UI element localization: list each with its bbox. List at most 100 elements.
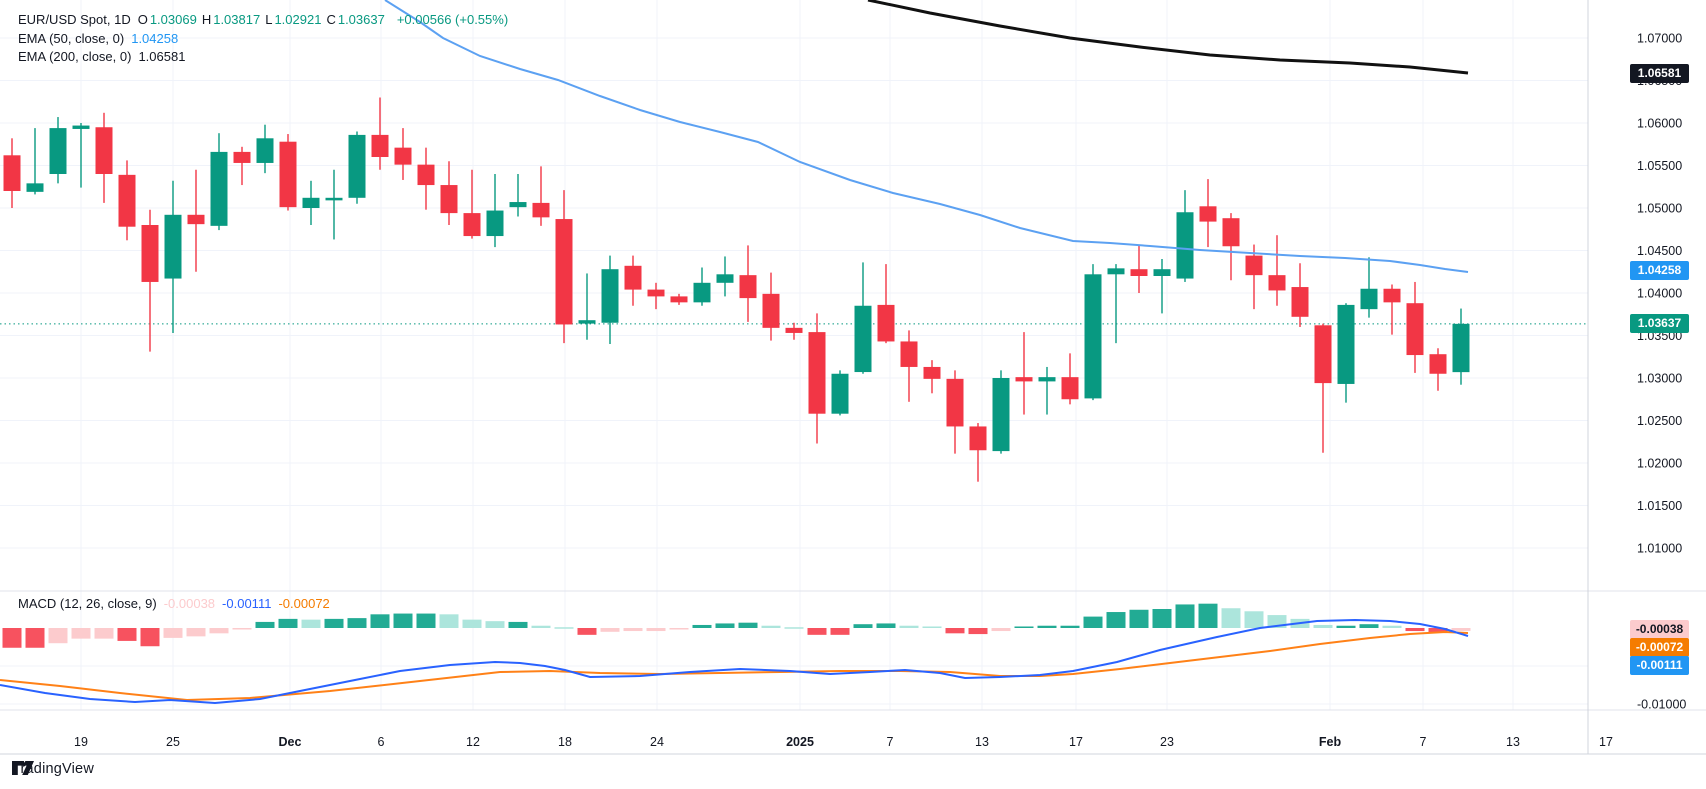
candle-body (233, 151, 251, 163)
candle-body (1015, 377, 1033, 382)
time-tick-label: 17 (1599, 735, 1613, 749)
candle-body (1176, 212, 1194, 279)
time-tick-label: Dec (279, 735, 302, 749)
macd-histogram-bar (324, 618, 344, 628)
macd-hist-value: -0.00038 (163, 596, 216, 611)
ema200-price-badge: 1.06581 (1630, 64, 1689, 83)
price-tick-label: 1.04000 (1637, 287, 1682, 301)
price-tick-label: 1.07000 (1637, 32, 1682, 46)
time-tick-label: Feb (1319, 735, 1342, 749)
ema200-value: 1.06581 (138, 49, 186, 64)
candle-body (785, 327, 803, 333)
candle-body (1245, 255, 1263, 276)
ema50-legend-row[interactable]: EMA (50, close, 0) 1.04258 (18, 31, 178, 46)
macd-signal-value: -0.00072 (278, 596, 330, 611)
macd-tick-label: -0.01000 (1637, 698, 1686, 712)
ema200-legend-row[interactable]: EMA (200, close, 0) 1.06581 (18, 49, 185, 64)
macd-histogram-bar (94, 628, 114, 639)
macd-histogram-bar (117, 628, 137, 641)
macd-histogram-bar (600, 628, 620, 632)
time-axis[interactable]: 19 25 Dec 6 12 18 24 2025 7 13 17 23 Feb 7 13 17 (74, 735, 1613, 749)
macd-signal-badge: -0.00072 (1630, 638, 1689, 657)
candle-body (72, 125, 90, 129)
macd-histogram-bar (830, 628, 850, 635)
time-tick-label: 6 (378, 735, 385, 749)
time-tick-label: 7 (1420, 735, 1427, 749)
candle-body (969, 426, 987, 451)
candle-body (1452, 323, 1470, 373)
candle-body (463, 213, 481, 237)
macd-legend-row[interactable]: MACD (12, 26, close, 9) -0.00038 -0.0011… (18, 596, 330, 611)
macd-histogram-bar (646, 628, 666, 632)
time-tick-label: 7 (887, 735, 894, 749)
time-tick-label: 17 (1069, 735, 1083, 749)
candle-body (808, 332, 826, 414)
ohlc-h: H 1.03817 (201, 12, 261, 27)
candle-body (601, 269, 619, 323)
macd-histogram-bar (968, 628, 988, 635)
macd-histogram-bar (715, 623, 735, 628)
macd-histogram-bar (991, 628, 1011, 632)
candle-body (187, 214, 205, 225)
time-tick-label: 23 (1160, 735, 1174, 749)
tradingview-attribution[interactable]: TradingView (12, 761, 94, 777)
grid (0, 0, 1588, 710)
macd-histogram-bar (761, 625, 781, 628)
macd-histogram-bar (140, 628, 160, 647)
candle-body (256, 138, 274, 163)
macd-histogram-bar (232, 628, 252, 630)
candle-body (647, 289, 665, 297)
price-axis[interactable]: 1.070001.065001.060001.055001.050001.045… (1637, 32, 1686, 712)
candle-body (1314, 325, 1332, 384)
candle-body (509, 202, 527, 208)
ema50-price-badge: 1.04258 (1630, 261, 1689, 280)
macd-histogram-bar (301, 619, 321, 628)
candle-body (325, 197, 343, 201)
ohlc-c: C 1.03637 (326, 12, 385, 27)
macd-histogram-bar (1336, 625, 1356, 628)
candle-body (1153, 269, 1171, 276)
price-tick-label: 1.03000 (1637, 372, 1682, 386)
candle-body (1268, 275, 1286, 291)
candle-body (1038, 377, 1056, 382)
macd-histogram-badge: -0.00038 (1630, 620, 1689, 639)
macd-histogram-bar (1221, 608, 1241, 628)
candle-body (440, 185, 458, 214)
candle-body (371, 134, 389, 157)
tradingview-logo-text: TradingView (12, 761, 94, 777)
price-tick-label: 1.02000 (1637, 457, 1682, 471)
macd-histogram-bar (554, 627, 574, 629)
macd-histogram-bar (692, 624, 712, 628)
time-tick-label: 2025 (786, 735, 814, 749)
candle-body (3, 155, 21, 191)
ema200-label: EMA (200, close, 0) (18, 49, 132, 64)
candle-body (624, 265, 642, 290)
candle-body (1406, 303, 1424, 356)
price-tick-label: 1.04500 (1637, 244, 1682, 258)
macd-line (0, 618, 1469, 705)
candle-body (348, 134, 366, 198)
macd-histogram-bar (531, 625, 551, 628)
macd-histogram-bar (393, 613, 413, 628)
macd-histogram-bar (1405, 628, 1425, 632)
macd-histogram-bar (416, 613, 436, 628)
macd-histogram-bar (669, 628, 689, 630)
macd-histogram-bar (186, 628, 206, 637)
macd-histogram-bar (945, 628, 965, 634)
candle-body (992, 378, 1010, 452)
candle-body (555, 219, 573, 325)
macd-histogram-bar (1428, 628, 1448, 633)
candle-body (302, 197, 320, 208)
macd-histogram-bar (1129, 609, 1149, 628)
candle-body (1084, 274, 1102, 399)
macd-histogram-bar (1083, 616, 1103, 628)
macd-line-value: -0.00111 (222, 596, 272, 611)
ohlc-o: O 1.03069 (137, 12, 197, 27)
symbol-legend-row[interactable]: EUR/USD Spot, 1D O 1.03069 H 1.03817 L 1.0292… (18, 12, 508, 27)
chart-canvas[interactable]: 1.070001.065001.060001.055001.050001.045… (0, 0, 1706, 760)
candle-body (900, 341, 918, 367)
symbol-title: EUR/USD Spot, 1D (18, 12, 131, 27)
macd-histogram-bar (48, 628, 68, 644)
last-price-badge: 1.03637 (1630, 314, 1689, 333)
